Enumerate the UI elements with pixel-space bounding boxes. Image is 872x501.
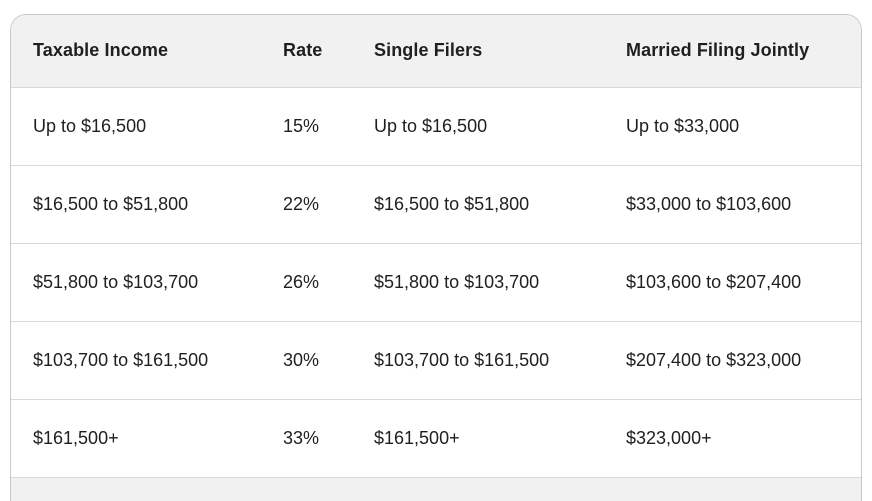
table-row: $16,500 to $51,800 22% $16,500 to $51,80… xyxy=(11,164,861,243)
table-cell-taxable-income: $51,800 to $103,700 xyxy=(11,242,283,321)
table-cell-married-filing-jointly: $33,000 to $103,600 xyxy=(626,164,861,243)
tax-brackets-card: Taxable Income Rate Single Filers Marrie… xyxy=(10,14,862,501)
table-row: Up to $16,500 15% Up to $16,500 Up to $3… xyxy=(11,86,861,165)
column-header-married-filing-jointly: Married Filing Jointly xyxy=(626,15,861,87)
table-cell-rate: 22% xyxy=(283,164,374,243)
table-row: $103,700 to $161,500 30% $103,700 to $16… xyxy=(11,320,861,399)
table-cell-single-filers: $103,700 to $161,500 xyxy=(374,320,626,399)
table-cell-married-filing-jointly: $323,000+ xyxy=(626,398,861,477)
table-cell-married-filing-jointly: $103,600 to $207,400 xyxy=(626,242,861,321)
table-cell-single-filers: $16,500 to $51,800 xyxy=(374,164,626,243)
table-cell-married-filing-jointly: $207,400 to $323,000 xyxy=(626,320,861,399)
table-cell-taxable-income: $161,500+ xyxy=(11,398,283,477)
table-cell-taxable-income: $103,700 to $161,500 xyxy=(11,320,283,399)
table-cell-married-filing-jointly: Up to $33,000 xyxy=(626,86,861,165)
table-header-row: Taxable Income Rate Single Filers Marrie… xyxy=(11,15,861,87)
column-header-single-filers: Single Filers xyxy=(374,15,626,87)
table-cell-single-filers: $161,500+ xyxy=(374,398,626,477)
table-cell-rate: 30% xyxy=(283,320,374,399)
table-row: $161,500+ 33% $161,500+ $323,000+ xyxy=(11,398,861,477)
table-cell-single-filers: Up to $16,500 xyxy=(374,86,626,165)
table-cell-taxable-income: Up to $16,500 xyxy=(11,86,283,165)
table-cell-taxable-income: $16,500 to $51,800 xyxy=(11,164,283,243)
column-header-taxable-income: Taxable Income xyxy=(11,15,283,87)
table-cell-rate: 33% xyxy=(283,398,374,477)
table-cell-rate: 26% xyxy=(283,242,374,321)
table-cell-rate: 15% xyxy=(283,86,374,165)
column-header-rate: Rate xyxy=(283,15,374,87)
table-cell-single-filers: $51,800 to $103,700 xyxy=(374,242,626,321)
table-row: $51,800 to $103,700 26% $51,800 to $103,… xyxy=(11,242,861,321)
tax-brackets-table: Taxable Income Rate Single Filers Marrie… xyxy=(11,15,861,477)
next-section-header-partial xyxy=(11,477,861,501)
